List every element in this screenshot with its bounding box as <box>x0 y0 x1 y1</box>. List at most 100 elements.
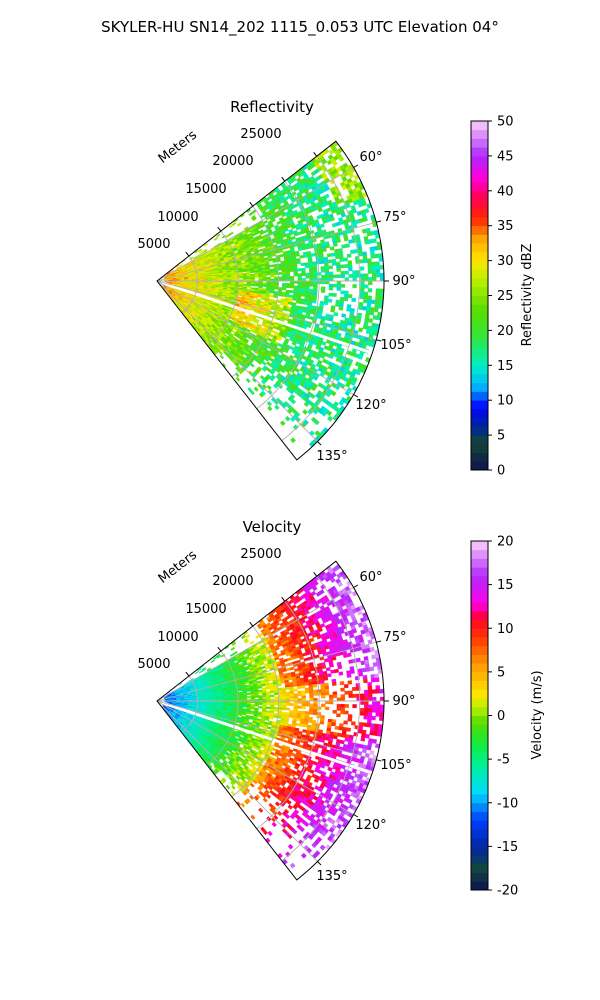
reflectivity-cell <box>328 277 334 282</box>
reflectivity-cell <box>366 258 372 263</box>
azimuth-tick <box>353 394 359 398</box>
reflectivity-cell <box>336 287 342 291</box>
colorbar-swatch <box>471 155 488 166</box>
reflectivity-cell <box>301 285 306 289</box>
reflectivity-cell <box>300 293 306 297</box>
reflectivity-cell <box>257 294 262 298</box>
reflectivity-cell <box>281 293 286 297</box>
range-tick <box>281 176 286 182</box>
reflectivity-cell <box>312 266 318 271</box>
reflectivity-cell <box>379 272 384 278</box>
reflectivity-cell <box>289 290 294 294</box>
reflectivity-cell <box>285 276 291 279</box>
colorbar-swatch <box>471 452 488 462</box>
range-tick <box>217 226 222 232</box>
reflectivity-cell <box>363 295 369 300</box>
reflectivity-cell <box>310 252 316 257</box>
reflectivity-cell <box>375 296 380 301</box>
reflectivity-cell <box>335 238 341 243</box>
reflectivity-cell <box>254 275 259 278</box>
reflectivity-cell <box>341 313 347 318</box>
colorbar-tick-label: 0 <box>497 464 505 479</box>
reflectivity-cell <box>250 277 256 280</box>
reflectivity-cell <box>269 294 274 298</box>
colorbar-swatch <box>471 251 488 262</box>
reflectivity-cell <box>176 265 181 269</box>
reflectivity-cell <box>366 302 372 308</box>
colorbar-tick-label: 20 <box>497 324 514 339</box>
reflectivity-cell <box>269 290 275 294</box>
reflectivity-cell <box>362 251 367 256</box>
reflectivity-cell <box>370 299 376 305</box>
reflectivity-cell <box>246 285 252 288</box>
azimuth-tick <box>353 164 359 168</box>
reflectivity-cell <box>367 265 373 271</box>
reflectivity-cell <box>300 262 306 267</box>
reflectivity-cell <box>340 284 346 288</box>
reflectivity-atick-75: 75° <box>383 210 406 225</box>
reflectivity-cell <box>343 293 349 298</box>
reflectivity-cell <box>293 270 298 275</box>
reflectivity-cell <box>327 415 334 422</box>
reflectivity-cell <box>324 265 330 270</box>
reflectivity-cell <box>359 266 365 271</box>
colorbar-swatch <box>471 199 488 209</box>
reflectivity-cell <box>369 250 375 255</box>
reflectivity-cell <box>297 268 302 272</box>
colorbar-swatch <box>471 312 488 323</box>
reflectivity-cell <box>364 277 369 282</box>
reflectivity-cell <box>375 288 381 293</box>
reflectivity-cell <box>274 276 279 280</box>
reflectivity-cell <box>358 327 364 333</box>
reflectivity-cell <box>213 237 219 241</box>
reflectivity-rtick-25000: 25000 <box>240 127 281 142</box>
reflectivity-cell <box>352 277 357 282</box>
reflectivity-cell <box>305 283 310 287</box>
range-tick <box>185 251 190 257</box>
reflectivity-cell <box>258 277 263 280</box>
reflectivity-cell <box>274 404 280 411</box>
reflectivity-cell <box>332 293 337 297</box>
reflectivity-cell <box>330 252 336 257</box>
colorbar-tick-label: 50 <box>497 115 514 130</box>
reflectivity-cell <box>336 267 341 272</box>
reflectivity-cell <box>347 260 353 265</box>
reflectivity-cell <box>362 306 367 311</box>
reflectivity-cell <box>324 262 329 267</box>
reflectivity-cell <box>325 244 331 249</box>
colorbar-swatch <box>471 164 488 174</box>
reflectivity-cell <box>343 257 348 262</box>
reflectivity-cell <box>270 282 275 286</box>
reflectivity-cell <box>312 288 318 293</box>
colorbar-swatch <box>471 182 488 192</box>
reflectivity-cell <box>331 261 337 266</box>
azimuth-tick <box>376 220 382 223</box>
reflectivity-cell <box>309 275 314 279</box>
colorbar-swatch <box>471 147 488 157</box>
reflectivity-cell <box>345 243 350 248</box>
reflectivity-cell <box>253 386 259 392</box>
reflectivity-cell <box>359 291 365 296</box>
reflectivity-atick-135: 135° <box>316 449 347 464</box>
reflectivity-cell <box>324 268 330 273</box>
reflectivity-cell <box>218 350 223 356</box>
colorbar-swatch <box>471 382 488 392</box>
reflectivity-cell <box>328 283 334 288</box>
reflectivity-cell <box>299 300 305 305</box>
reflectivity-cell <box>358 305 364 311</box>
reflectivity-cell <box>328 286 334 291</box>
reflectivity-cell <box>235 376 241 382</box>
reflectivity-cell <box>375 273 381 278</box>
reflectivity-cell <box>319 223 325 229</box>
reflectivity-cell <box>375 261 380 266</box>
reflectivity-cell <box>301 273 306 277</box>
reflectivity-cell <box>231 221 237 227</box>
reflectivity-cell <box>346 253 352 258</box>
reflectivity-cell <box>321 247 327 253</box>
reflectivity-cell <box>366 299 372 304</box>
colorbar-swatch <box>471 121 488 131</box>
colorbar-swatch <box>471 321 488 331</box>
reflectivity-cell <box>344 270 349 275</box>
reflectivity-cell <box>296 260 301 265</box>
reflectivity-cell <box>344 277 349 282</box>
